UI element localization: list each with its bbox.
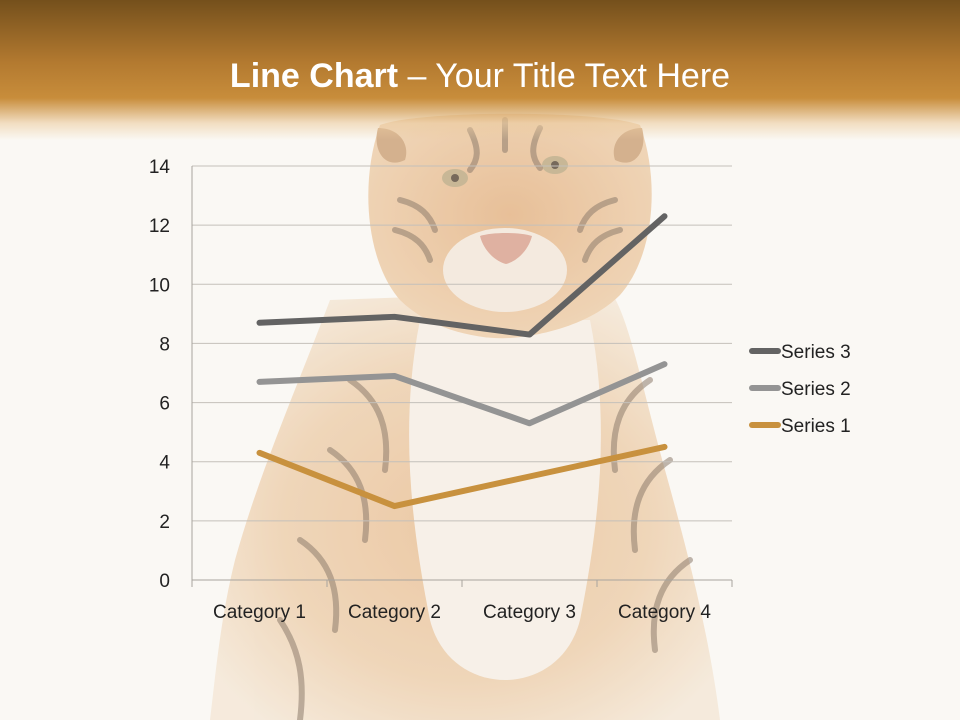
x-tick-label: Category 1 — [213, 602, 306, 623]
title-bold-part: Line Chart — [229, 57, 399, 95]
series-line-2 — [256, 361, 668, 427]
series-line-1 — [256, 443, 668, 510]
y-tick-label: 8 — [159, 334, 170, 355]
y-tick-label: 6 — [159, 394, 170, 415]
series-lines — [256, 213, 668, 510]
legend-label: Series 1 — [781, 416, 851, 437]
x-tick-label: Category 3 — [483, 602, 576, 623]
x-tick-label: Category 2 — [348, 602, 441, 623]
legend: Series 3 Series 2 Series 1 — [749, 342, 851, 437]
y-tick-label: 0 — [159, 571, 170, 592]
y-tick-label: 14 — [149, 157, 171, 178]
axes: 0 2 4 6 8 10 12 14 Category 1 Category 2 Category … — [149, 157, 733, 623]
y-tick-label: 10 — [149, 275, 170, 296]
x-tick-label: Category 4 — [618, 602, 711, 623]
y-tick-label: 12 — [149, 216, 170, 237]
gridlines — [192, 165, 732, 522]
header-band — [0, 0, 960, 140]
y-tick-label: 4 — [159, 453, 170, 474]
y-tick-label: 2 — [159, 512, 170, 533]
legend-label: Series 2 — [781, 379, 851, 400]
slide-title: Line Chart – Your Title Text Here — [0, 52, 960, 100]
legend-label: Series 3 — [781, 342, 851, 363]
series-line-3 — [256, 213, 668, 338]
title-rest-part: – Your Title Text Here — [398, 57, 731, 95]
